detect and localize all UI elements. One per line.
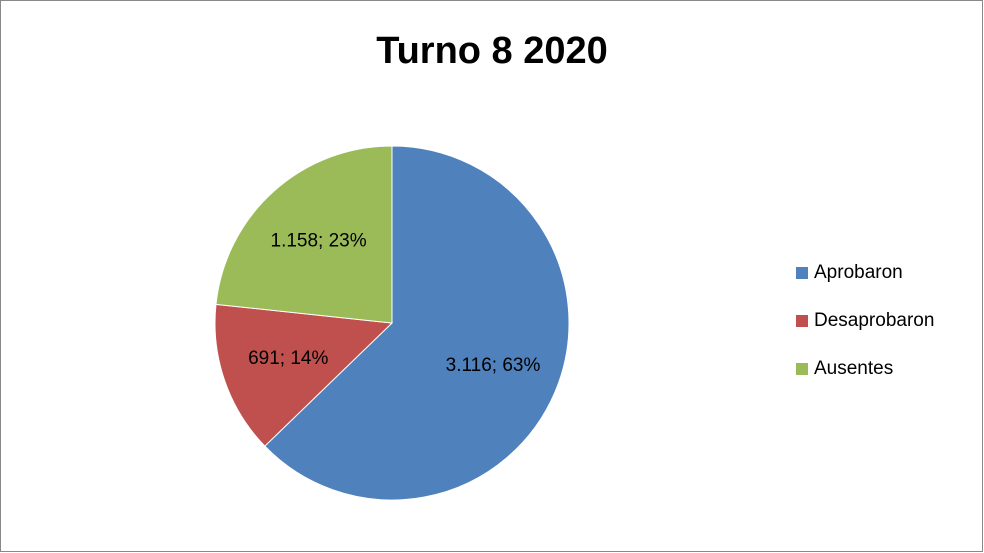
- legend-label: Ausentes: [814, 358, 893, 379]
- pie-slice: [214, 303, 394, 447]
- legend-swatch: [796, 315, 808, 327]
- legend-swatch: [796, 363, 808, 375]
- pie-slice: [264, 145, 570, 501]
- legend-swatch: [796, 267, 808, 279]
- chart-title: Turno 8 2020: [376, 30, 608, 72]
- data-label: 691; 14%: [248, 348, 328, 369]
- pie-slice: [215, 145, 393, 324]
- legend-label: Desaprobaron: [814, 310, 934, 331]
- data-label: 3.116; 63%: [446, 355, 541, 376]
- data-label: 1.158; 23%: [271, 230, 367, 251]
- legend-label: Aprobaron: [814, 262, 903, 283]
